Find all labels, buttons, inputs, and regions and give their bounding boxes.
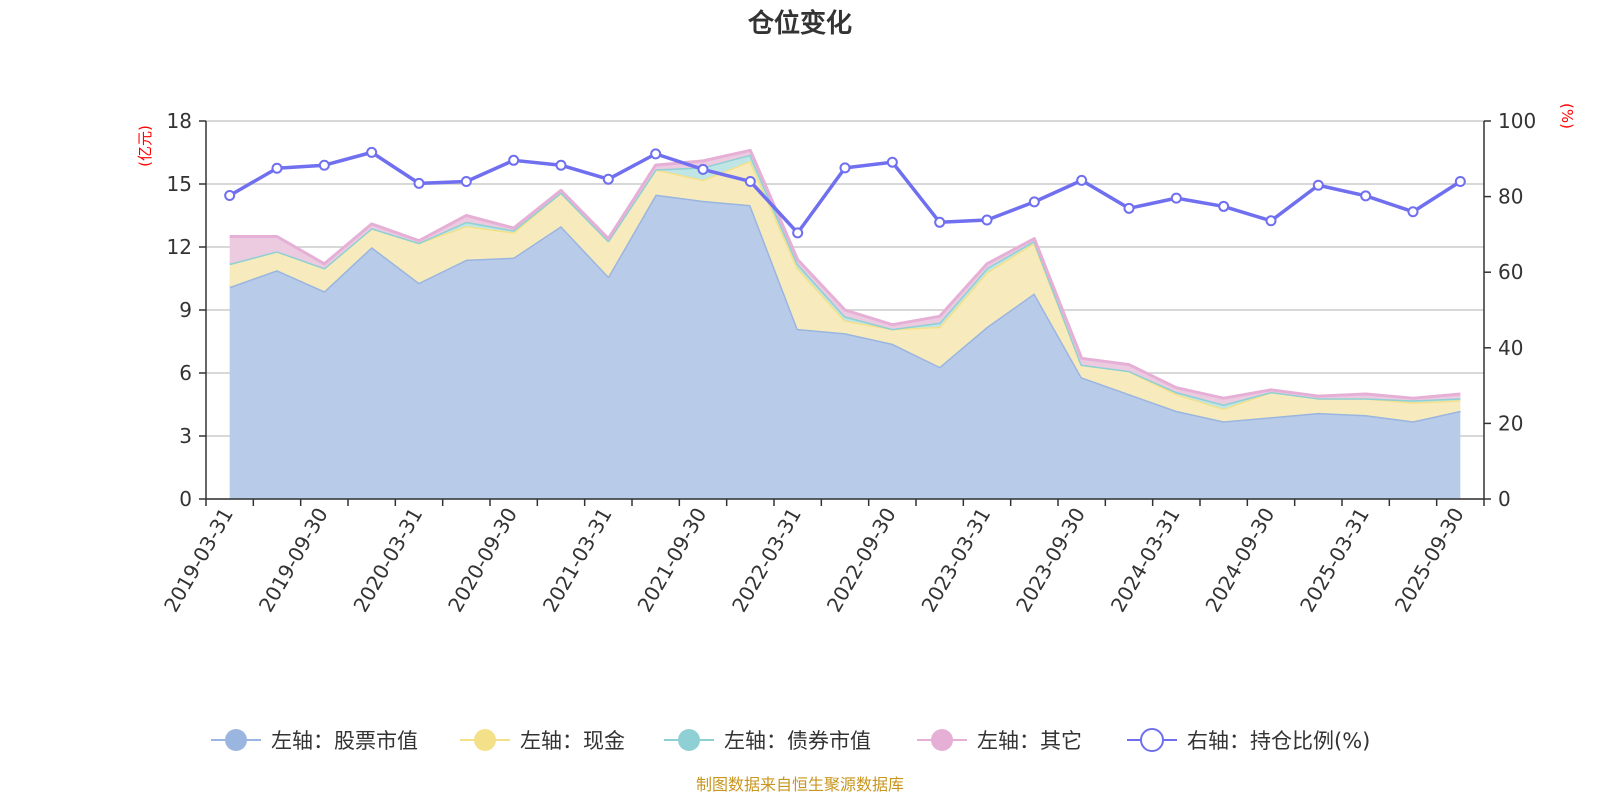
left-axis-unit: (亿元) bbox=[136, 125, 154, 167]
ratio-point-7 bbox=[555, 159, 567, 171]
legend-label: 左轴：债券市值 bbox=[724, 729, 871, 753]
legend-marker bbox=[678, 729, 700, 751]
x-tick-label: 2024-09-30 bbox=[1200, 504, 1279, 617]
stacked-area-layer bbox=[229, 148, 1461, 499]
left-tick-label: 3 bbox=[179, 424, 192, 448]
chart-title: 仓位变化 bbox=[747, 8, 852, 39]
ratio-point-25 bbox=[1407, 206, 1419, 218]
ratio-point-17 bbox=[1028, 196, 1040, 208]
right-tick-label: 40 bbox=[1498, 336, 1523, 360]
right-tick-label: 80 bbox=[1498, 185, 1523, 209]
data-source-note: 制图数据来自恒生聚源数据库 bbox=[696, 775, 904, 794]
x-tick-label: 2021-09-30 bbox=[632, 504, 711, 617]
ratio-point-22 bbox=[1265, 215, 1277, 227]
legend-label: 左轴：股票市值 bbox=[271, 729, 418, 753]
ratio-point-13 bbox=[839, 162, 851, 174]
area-1 bbox=[229, 160, 1461, 422]
ratio-point-9 bbox=[650, 148, 662, 160]
right-tick-label: 60 bbox=[1498, 260, 1523, 284]
x-tick-label: 2019-03-31 bbox=[159, 504, 238, 617]
ratio-point-14 bbox=[886, 156, 898, 168]
legend-item-2: 左轴：债券市值 bbox=[664, 729, 871, 753]
legend-label: 左轴：其它 bbox=[977, 729, 1082, 753]
x-tick-label: 2024-03-31 bbox=[1106, 504, 1185, 617]
ratio-point-12 bbox=[792, 227, 804, 239]
ratio-point-15 bbox=[934, 216, 946, 228]
area-edge-3 bbox=[229, 148, 1461, 400]
legend-marker bbox=[1140, 728, 1164, 752]
ratio-point-11 bbox=[744, 175, 756, 187]
ratio-point-6 bbox=[508, 154, 520, 166]
left-tick-label: 6 bbox=[179, 361, 192, 385]
ratio-point-19 bbox=[1123, 202, 1135, 214]
ratio-point-24 bbox=[1360, 190, 1372, 202]
ratio-point-10 bbox=[697, 163, 709, 175]
legend-item-0: 左轴：股票市值 bbox=[211, 729, 418, 753]
ratio-point-18 bbox=[1076, 174, 1088, 186]
ratio-point-4 bbox=[413, 177, 425, 189]
legend: 左轴：股票市值 左轴：现金 左轴：债券市值 左轴：其它 右轴：持仓比例(%) bbox=[211, 728, 1370, 753]
ratio-point-16 bbox=[981, 214, 993, 226]
ratio-point-23 bbox=[1312, 179, 1324, 191]
ratio-point-3 bbox=[366, 146, 378, 158]
left-tick-label: 9 bbox=[179, 298, 192, 322]
left-tick-label: 12 bbox=[167, 235, 192, 259]
legend-marker bbox=[225, 729, 247, 751]
right-tick-label: 100 bbox=[1498, 109, 1536, 133]
ratio-point-20 bbox=[1170, 192, 1182, 204]
x-tick-label: 2022-03-31 bbox=[727, 504, 806, 617]
x-tick-label: 2023-09-30 bbox=[1011, 504, 1090, 617]
left-tick-label: 18 bbox=[167, 109, 192, 133]
x-tick-label: 2025-09-30 bbox=[1390, 504, 1469, 617]
ratio-point-26 bbox=[1454, 175, 1466, 187]
ratio-point-0 bbox=[224, 189, 236, 201]
x-tick-label: 2022-09-30 bbox=[822, 504, 901, 617]
right-tick-label: 20 bbox=[1498, 411, 1523, 435]
legend-item-4: 右轴：持仓比例(%) bbox=[1127, 728, 1370, 753]
right-tick-label: 0 bbox=[1498, 487, 1511, 511]
ratio-line-layer bbox=[224, 146, 1466, 239]
ratio-point-1 bbox=[271, 162, 283, 174]
legend-label: 左轴：现金 bbox=[520, 729, 625, 753]
ratio-point-2 bbox=[318, 159, 330, 171]
x-tick-label: 2021-03-31 bbox=[538, 504, 617, 617]
x-tick-label: 2025-03-31 bbox=[1295, 504, 1374, 617]
left-tick-label: 0 bbox=[179, 487, 192, 511]
x-tick-label: 2019-09-30 bbox=[254, 504, 333, 617]
ratio-point-8 bbox=[602, 173, 614, 185]
right-axis-unit: (%) bbox=[1558, 103, 1576, 129]
legend-marker bbox=[931, 729, 953, 751]
x-tick-label: 2020-09-30 bbox=[443, 504, 522, 617]
area-0 bbox=[229, 194, 1461, 499]
x-tick-label: 2020-03-31 bbox=[348, 504, 427, 617]
legend-item-1: 左轴：现金 bbox=[460, 729, 625, 753]
legend-item-3: 左轴：其它 bbox=[917, 729, 1082, 753]
left-tick-label: 15 bbox=[167, 172, 192, 196]
x-tick-label: 2023-03-31 bbox=[916, 504, 995, 617]
legend-label: 右轴：持仓比例(%) bbox=[1187, 729, 1370, 753]
legend-marker bbox=[474, 729, 496, 751]
ratio-point-5 bbox=[460, 175, 472, 187]
ratio-point-21 bbox=[1218, 200, 1230, 212]
